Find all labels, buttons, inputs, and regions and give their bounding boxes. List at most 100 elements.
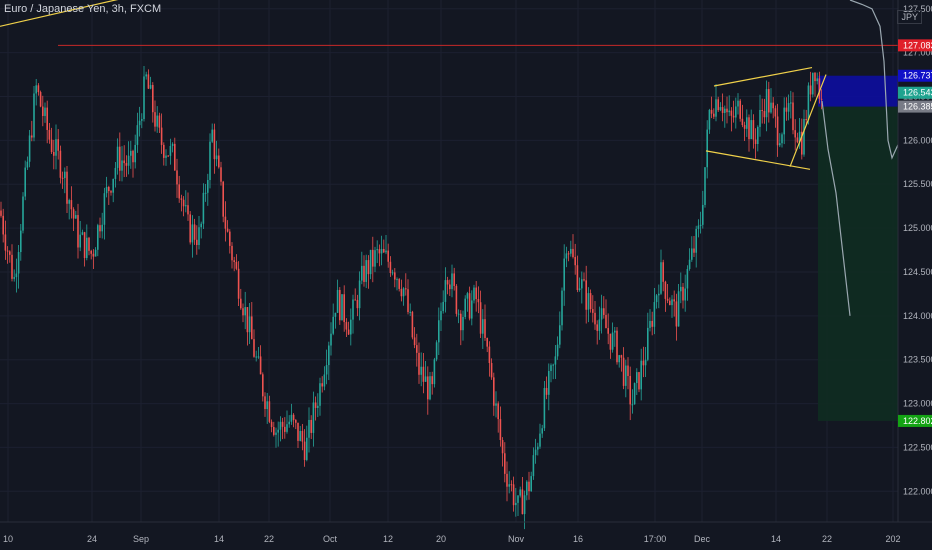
candle-body bbox=[416, 345, 418, 353]
x-tick-label: 14 bbox=[771, 534, 781, 544]
candle-body bbox=[460, 313, 462, 331]
candle-body bbox=[708, 109, 711, 130]
candle-body bbox=[299, 430, 301, 441]
candle-body bbox=[611, 332, 614, 350]
currency-unit-badge[interactable]: JPY bbox=[897, 10, 922, 24]
candle-body bbox=[574, 257, 576, 266]
candle-body bbox=[358, 280, 361, 309]
candle-body bbox=[301, 430, 304, 442]
candle-body bbox=[88, 237, 90, 251]
candle-body bbox=[407, 289, 409, 313]
candle-body bbox=[105, 186, 108, 194]
candle-body bbox=[776, 116, 779, 146]
candle-body bbox=[123, 160, 125, 164]
candle-body bbox=[748, 117, 750, 140]
candle-body bbox=[594, 312, 596, 325]
candle-body bbox=[713, 113, 715, 117]
candle-body bbox=[517, 495, 519, 503]
candle-body bbox=[350, 319, 352, 335]
candle-body bbox=[37, 85, 40, 93]
candle-body bbox=[671, 299, 673, 306]
x-tick-label: 20 bbox=[436, 534, 446, 544]
y-tick-label: 123.500 bbox=[903, 355, 932, 365]
candle-body bbox=[240, 298, 242, 309]
trendline-3 bbox=[789, 74, 827, 167]
candle-body bbox=[31, 135, 33, 138]
candle-body bbox=[15, 273, 18, 278]
candle-body bbox=[273, 427, 275, 435]
candle-body bbox=[83, 232, 86, 258]
candle-body bbox=[319, 383, 321, 406]
candle-body bbox=[431, 376, 433, 385]
candle-body bbox=[354, 299, 356, 301]
candle-body bbox=[255, 356, 257, 358]
candle-body bbox=[785, 107, 788, 112]
candle-body bbox=[110, 191, 112, 193]
candle-body bbox=[798, 131, 801, 143]
candle-body bbox=[77, 215, 79, 248]
candle-body bbox=[64, 171, 66, 179]
candle-body bbox=[473, 287, 475, 301]
candle-body bbox=[68, 200, 70, 204]
candle-body bbox=[389, 261, 392, 273]
candle-body bbox=[270, 421, 273, 428]
trendline-1 bbox=[713, 66, 813, 87]
candle-body bbox=[242, 308, 244, 316]
candle-body bbox=[103, 193, 106, 225]
candle-body bbox=[809, 85, 812, 95]
candle-body bbox=[143, 76, 145, 120]
candle-body bbox=[532, 455, 535, 477]
candle-body bbox=[413, 337, 416, 346]
candle-body bbox=[295, 420, 297, 423]
candle-body bbox=[660, 262, 662, 294]
candle-body bbox=[347, 329, 350, 335]
candle-body bbox=[213, 129, 216, 160]
candle-body bbox=[154, 112, 156, 127]
candle-body bbox=[754, 139, 757, 144]
symbol-title: Euro / Japanese Yen, 3h, FXCM bbox=[4, 3, 162, 15]
candle-body bbox=[455, 285, 458, 314]
candle-body bbox=[39, 92, 42, 107]
candle-body bbox=[603, 308, 605, 315]
price-tag-label: 126.385 bbox=[903, 102, 932, 112]
candle-body bbox=[90, 250, 92, 254]
candle-body bbox=[385, 250, 387, 253]
candle-body bbox=[512, 484, 515, 506]
candle-body bbox=[519, 489, 521, 496]
candle-body bbox=[666, 298, 669, 301]
projection-path-secondary bbox=[849, 0, 901, 160]
candle-body bbox=[81, 232, 84, 235]
candle-body bbox=[387, 250, 389, 262]
candle-body bbox=[152, 85, 154, 113]
candle-body bbox=[17, 252, 20, 274]
candle-body bbox=[444, 280, 447, 302]
candle-body bbox=[561, 290, 563, 326]
x-tick-label: 14 bbox=[214, 534, 224, 544]
candle-body bbox=[361, 265, 363, 281]
candle-body bbox=[794, 130, 796, 138]
candle-body bbox=[468, 293, 471, 319]
candle-body bbox=[4, 234, 7, 251]
candle-body bbox=[462, 316, 464, 331]
candle-body bbox=[702, 204, 704, 225]
price-tag-label: 126.737 bbox=[903, 71, 932, 81]
candle-body bbox=[704, 167, 706, 205]
candle-body bbox=[372, 249, 374, 267]
candle-body bbox=[534, 449, 537, 456]
candle-body bbox=[495, 403, 497, 406]
candle-body bbox=[121, 160, 123, 171]
candle-body bbox=[86, 237, 88, 258]
candle-body bbox=[257, 356, 260, 358]
candle-body bbox=[281, 421, 284, 427]
candle-body bbox=[290, 414, 293, 422]
candle-body bbox=[451, 273, 453, 290]
candle-body bbox=[737, 100, 739, 107]
candle-body bbox=[224, 216, 227, 229]
candle-body bbox=[246, 307, 249, 333]
candle-body bbox=[565, 253, 568, 259]
candle-body bbox=[706, 129, 708, 168]
x-tick-label: 202 bbox=[885, 534, 900, 544]
candle-body bbox=[297, 422, 299, 441]
